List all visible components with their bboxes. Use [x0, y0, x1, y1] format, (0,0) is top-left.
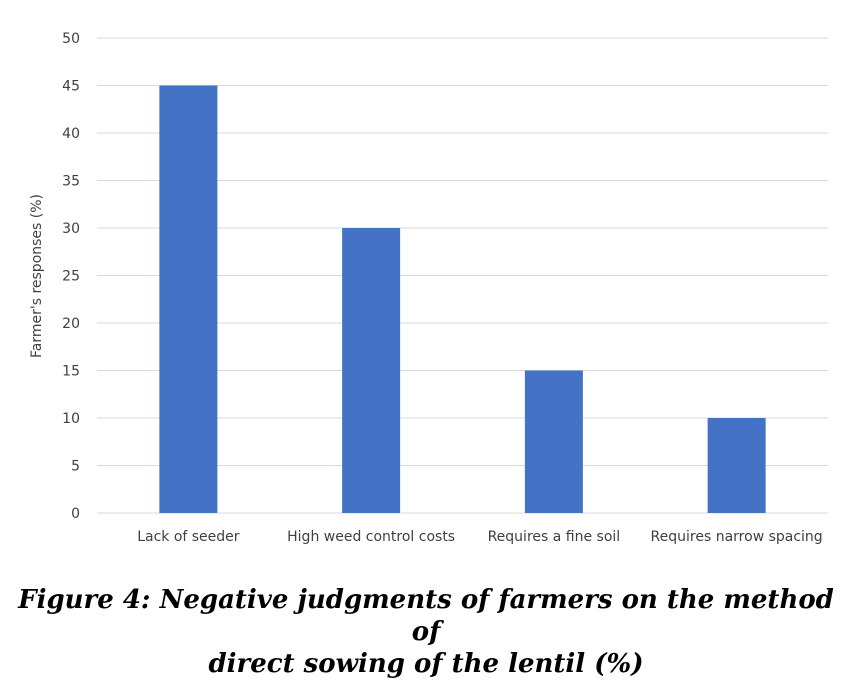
y-axis-ticks: 0 5 10 15 20 25 30 35 40 45 50 — [62, 31, 80, 522]
caption-line-1: Figure 4: Negative judgments of farmers … — [18, 585, 834, 647]
y-axis-title: Farmer's responses (%) — [29, 194, 45, 358]
x-category-label: Requires a fine soil — [488, 529, 621, 545]
y-tick-label: 30 — [62, 221, 80, 237]
bar-chart: 0 5 10 15 20 25 30 35 40 45 50 Lack of seeder High … — [29, 31, 828, 545]
caption-line-2: direct sowing of the lentil (%) — [208, 649, 644, 679]
y-tick-label: 20 — [62, 316, 80, 332]
y-tick-label: 0 — [71, 506, 80, 522]
figure-caption: Figure 4: Negative judgments of farmers … — [0, 584, 852, 680]
y-tick-label: 45 — [62, 79, 80, 95]
x-category-label: High weed control costs — [287, 529, 455, 545]
bar-2 — [342, 228, 401, 513]
bars — [159, 85, 766, 513]
gridlines — [97, 37, 828, 514]
y-tick-label: 40 — [62, 126, 80, 142]
x-category-label: Requires narrow spacing — [651, 529, 823, 545]
y-tick-label: 15 — [62, 364, 80, 380]
y-tick-label: 5 — [71, 459, 80, 475]
bar-1 — [159, 85, 218, 513]
y-tick-label: 10 — [62, 411, 80, 427]
x-axis-categories: Lack of seeder High weed control costs Req… — [137, 529, 823, 545]
y-tick-label: 35 — [62, 174, 80, 190]
bar-3 — [524, 370, 583, 513]
bar-4 — [707, 418, 766, 513]
y-tick-label: 25 — [62, 269, 80, 285]
y-tick-label: 50 — [62, 31, 80, 47]
x-category-label: Lack of seeder — [137, 529, 240, 545]
